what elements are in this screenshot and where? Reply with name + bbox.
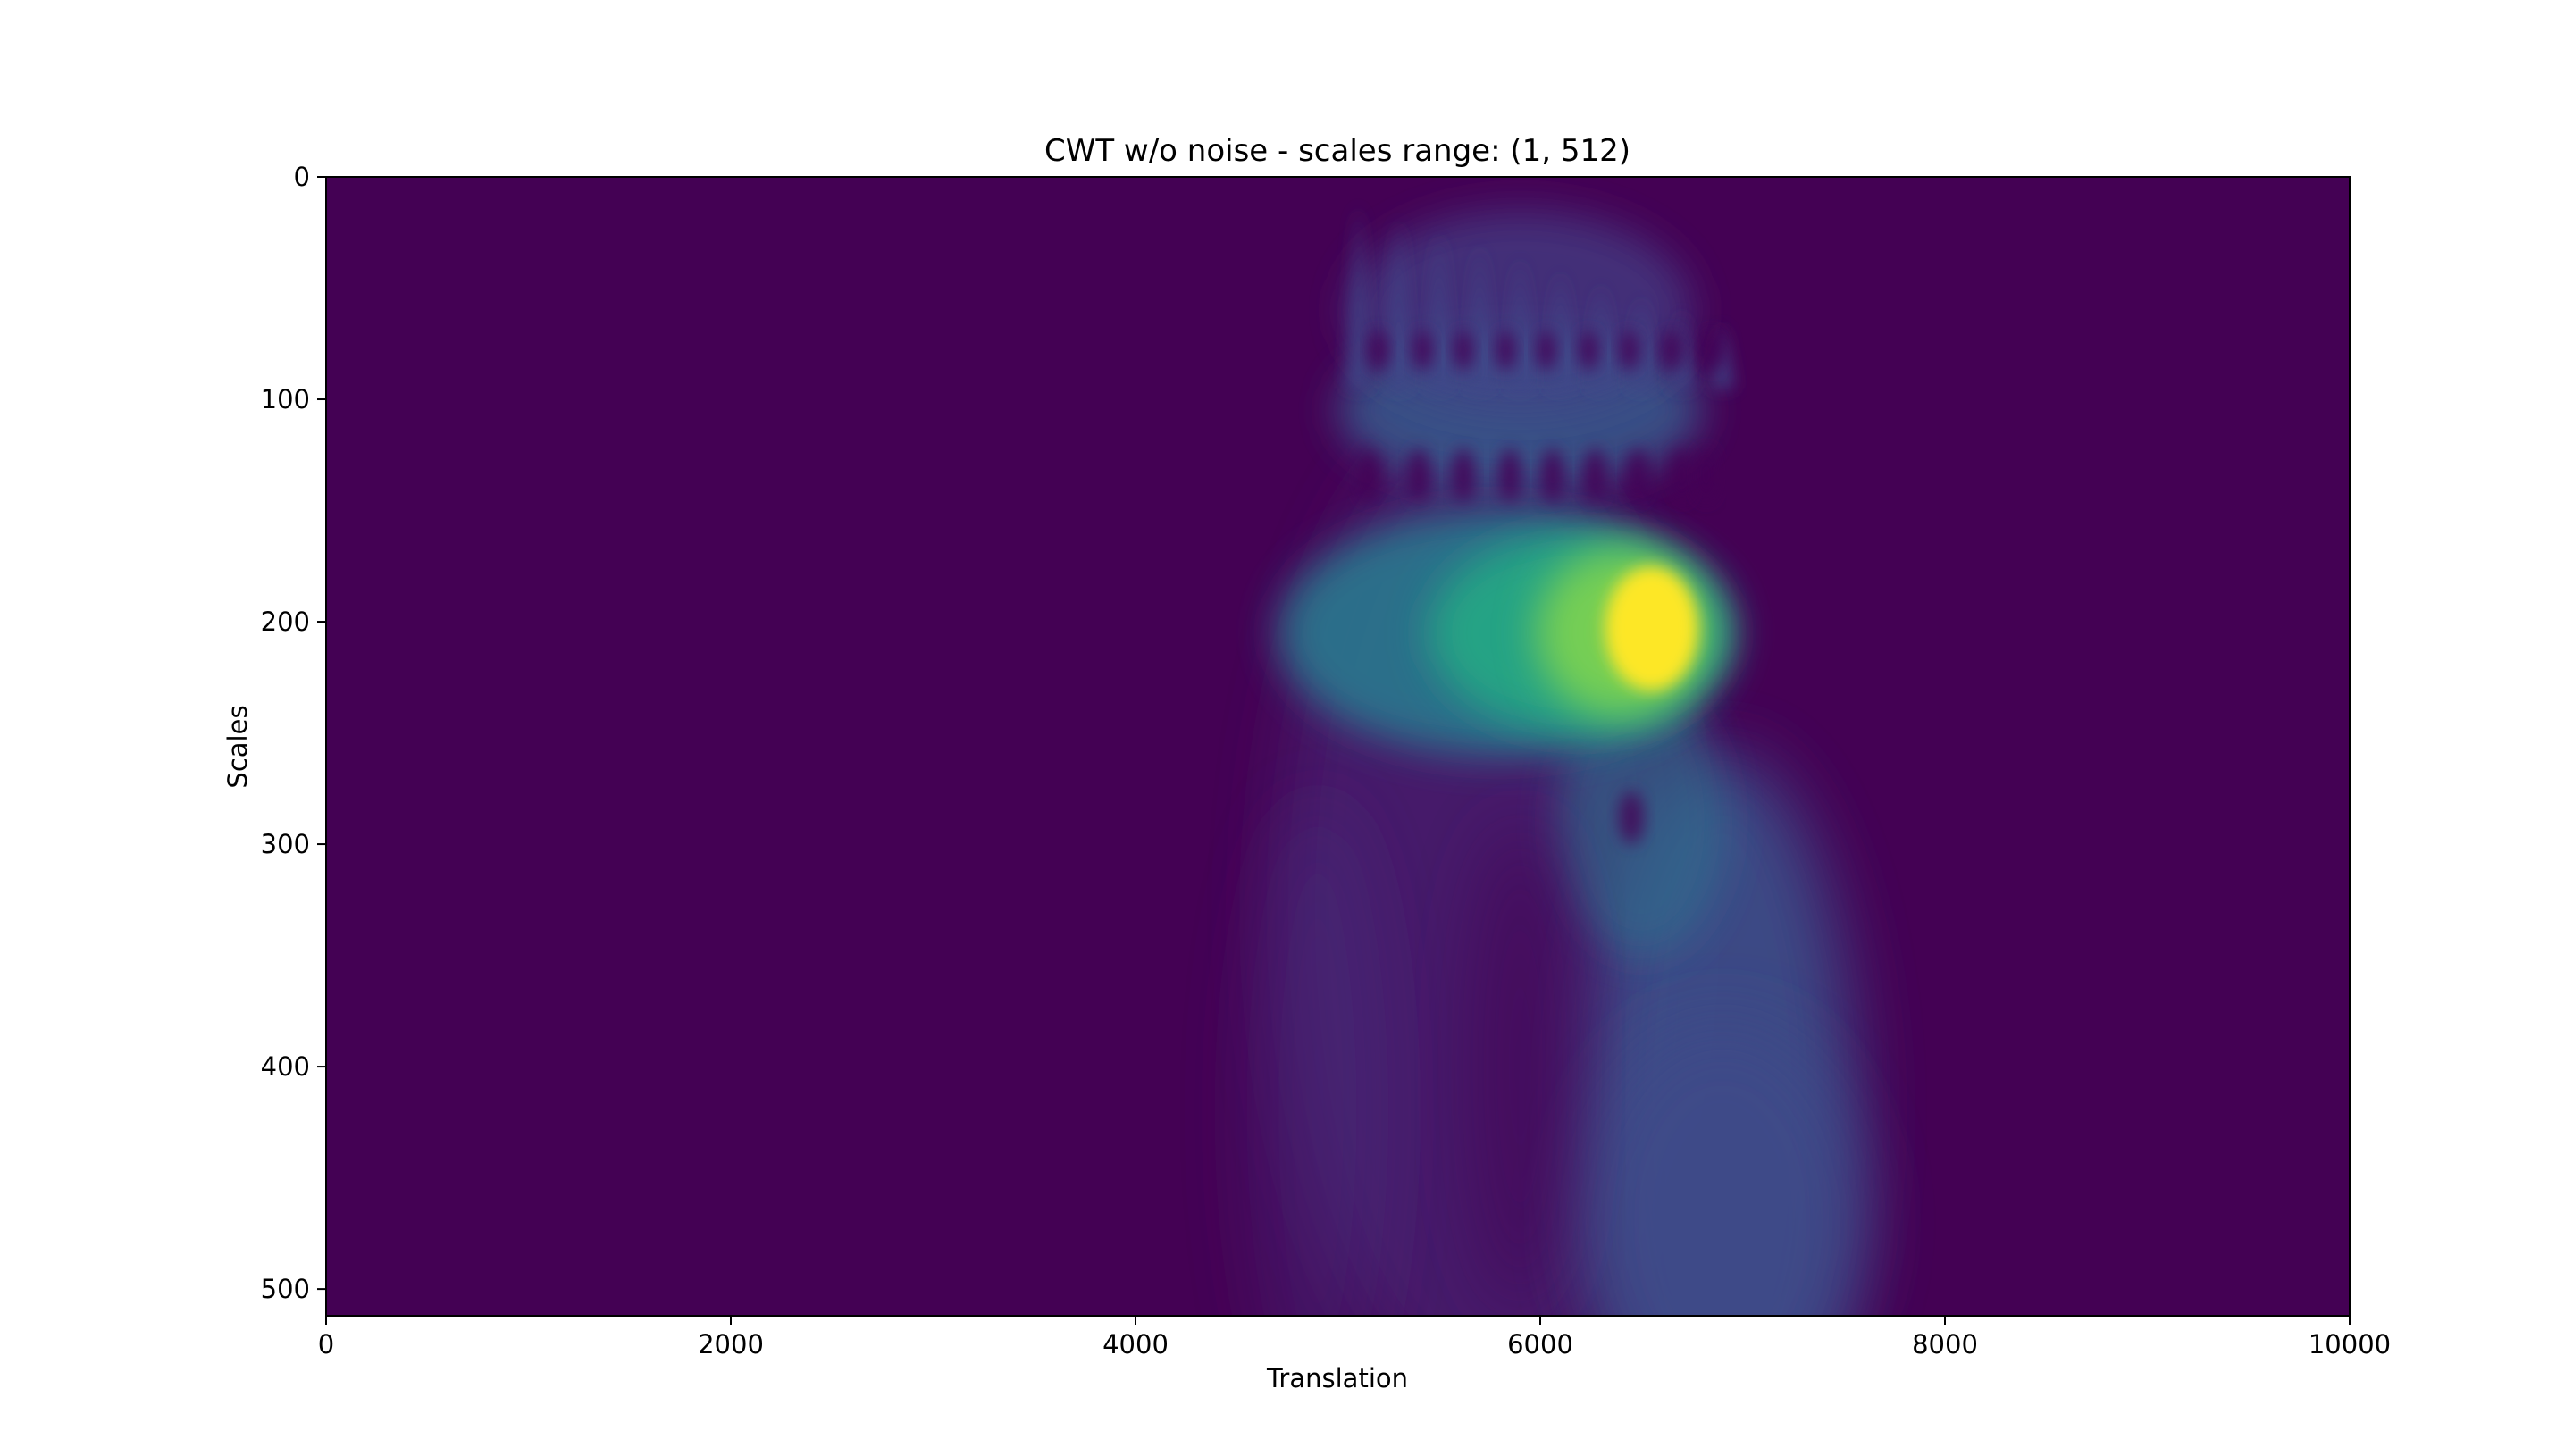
x-tick-label: 0 [318, 1329, 334, 1360]
y-tick-label: 100 [261, 384, 310, 414]
heatmap-null [1627, 448, 1648, 502]
heatmap-intensity-layer [1246, 203, 1865, 1316]
x-tick-label: 2000 [698, 1329, 764, 1360]
heatmap-null [1703, 330, 1722, 371]
x-axis-label: Translation [1266, 1363, 1408, 1393]
heatmap-null [1369, 330, 1387, 371]
heatmap-null [1619, 791, 1644, 845]
heatmap-region [1246, 799, 1389, 1316]
heatmap-plot-area [325, 176, 2351, 1317]
heatmap-finger [1629, 297, 1654, 389]
heatmap-finger [1386, 216, 1412, 389]
y-axis: 0 100 200 300 400 500 [261, 162, 326, 1304]
heatmap-null [1413, 330, 1432, 371]
chart-title: CWT w/o noise - scales range: (1, 512) [1044, 133, 1630, 169]
x-tick-label: 4000 [1102, 1329, 1169, 1360]
y-tick-label: 400 [261, 1051, 310, 1082]
y-tick-label: 500 [261, 1274, 310, 1304]
heatmap-peak [1605, 565, 1698, 691]
heatmap-null [1620, 330, 1639, 371]
x-tick-label: 10000 [2309, 1329, 2391, 1360]
x-axis: 0 2000 4000 6000 8000 10000 [318, 1316, 2391, 1360]
heatmap-null [1408, 448, 1429, 502]
heatmap-null [1499, 448, 1521, 502]
heatmap-null [1672, 448, 1692, 502]
heatmap-null [1663, 330, 1681, 371]
heatmap-null [1580, 330, 1598, 371]
heatmap-null [1358, 448, 1379, 502]
heatmap-null [1537, 330, 1555, 371]
x-tick-label: 8000 [1912, 1329, 1978, 1360]
heatmap-null [1467, 822, 1573, 1312]
heatmap-finger [1669, 310, 1695, 389]
heatmap-finger [1467, 243, 1492, 389]
heatmap-null [1454, 330, 1473, 371]
heatmap-finger [1710, 323, 1735, 389]
y-tick-label: 300 [261, 829, 310, 859]
heatmap-finger [1345, 203, 1370, 389]
heatmap-null [1696, 448, 1717, 502]
y-tick-label: 200 [261, 607, 310, 637]
heatmap-finger [1427, 230, 1452, 389]
heatmap-region [1580, 1022, 1865, 1316]
heatmap-null [1453, 448, 1474, 502]
heatmap-null [1496, 330, 1515, 371]
plot-frame [325, 176, 2351, 1317]
y-axis-label: Scales [222, 705, 253, 788]
heatmap-null [1542, 448, 1563, 502]
x-tick-label: 6000 [1507, 1329, 1573, 1360]
y-tick-label: 0 [294, 162, 310, 192]
heatmap-null [1584, 448, 1605, 502]
